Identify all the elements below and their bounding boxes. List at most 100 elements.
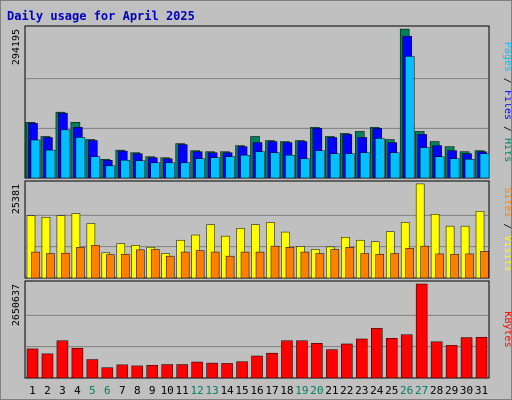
bar-visits-day-3: [56, 215, 66, 279]
x-tick-day-2: 2: [44, 384, 51, 397]
bar-pages-day-12: [195, 158, 205, 179]
bar-pages-day-23: [360, 152, 370, 179]
bar-pages-day-21: [330, 153, 340, 179]
bar-visits-day-27: [415, 183, 425, 279]
bar-sites-day-8: [136, 249, 145, 279]
bar-kbytes-day-3: [56, 340, 69, 379]
bar-sites-day-29: [450, 254, 459, 279]
x-tick-day-20: 20: [310, 384, 323, 397]
bar-pages-day-24: [375, 138, 385, 179]
bar-sites-day-28: [435, 253, 444, 279]
bar-sites-day-12: [195, 250, 205, 279]
bar-kbytes-day-10: [161, 364, 173, 379]
x-tick-day-26: 26: [400, 384, 413, 397]
bar-visits-day-4: [71, 213, 81, 279]
bar-pages-day-13: [210, 157, 220, 179]
x-tick-day-15: 15: [235, 384, 248, 397]
bar-visits-day-13: [206, 224, 215, 279]
bar-pages-day-30: [464, 159, 475, 179]
legend-hits: Pages / Files / Hits: [502, 42, 511, 162]
legend-files: Files: [502, 90, 511, 120]
bar-kbytes-day-6: [101, 367, 114, 379]
legend-sites: Sites: [502, 187, 511, 217]
bar-kbytes-day-22: [341, 343, 353, 379]
bar-pages-day-18: [285, 154, 295, 179]
x-tick-day-30: 30: [460, 384, 473, 397]
bar-kbytes-day-16: [251, 355, 263, 379]
bar-kbytes-day-7: [116, 364, 129, 379]
bar-kbytes-day-21: [326, 349, 338, 379]
y-axis-max-visits: 25381: [11, 184, 22, 214]
bar-sites-day-13: [210, 251, 220, 279]
bar-sites-day-18: [285, 247, 295, 279]
bar-sites-day-19: [300, 251, 310, 279]
bar-pages-day-31: [479, 153, 490, 179]
bar-kbytes-day-1: [26, 348, 39, 379]
bar-sites-day-24: [375, 254, 385, 279]
legend-visits: Visits: [502, 236, 511, 272]
x-tick-day-14: 14: [220, 384, 234, 397]
bar-pages-day-4: [75, 137, 86, 179]
bar-sites-day-22: [345, 247, 355, 279]
bar-pages-day-3: [60, 129, 71, 179]
bar-kbytes-day-15: [236, 361, 248, 379]
x-tick-day-21: 21: [325, 384, 338, 397]
bar-visits-day-29: [445, 225, 455, 279]
y-axis-max-kbytes: 2650637: [11, 284, 22, 326]
bar-kbytes-day-9: [146, 364, 158, 379]
legend-separator: /: [502, 72, 511, 90]
x-tick-day-8: 8: [134, 384, 141, 397]
bar-sites-day-26: [405, 248, 414, 279]
bar-sites-day-21: [330, 249, 340, 279]
bar-kbytes-day-28: [430, 341, 443, 379]
x-tick-day-6: 6: [104, 384, 111, 397]
x-tick-day-7: 7: [119, 384, 126, 397]
bar-pages-day-28: [434, 156, 445, 179]
legend-hits: Hits: [502, 138, 511, 162]
chart-title: Daily usage for April 2025: [7, 9, 195, 23]
bar-kbytes-day-26: [400, 334, 413, 379]
legend-visits: Sites / Visits: [502, 187, 511, 271]
y-axis-max-hits: 294195: [11, 29, 22, 65]
bar-visits-day-16: [251, 224, 260, 279]
legend-separator: /: [502, 217, 511, 235]
bar-pages-day-10: [165, 162, 175, 179]
bar-pages-day-26: [404, 56, 415, 179]
bar-kbytes-day-2: [41, 353, 54, 379]
bar-pages-day-11: [180, 162, 190, 179]
bar-pages-day-9: [150, 162, 160, 179]
bar-sites-day-5: [91, 245, 100, 279]
bar-kbytes-day-12: [191, 361, 203, 379]
bar-sites-day-7: [121, 254, 130, 279]
x-tick-day-12: 12: [191, 384, 204, 397]
bar-kbytes-day-23: [356, 338, 368, 379]
x-tick-day-1: 1: [29, 384, 36, 397]
x-tick-day-5: 5: [89, 384, 96, 397]
bar-kbytes-day-19: [296, 340, 308, 379]
x-tick-day-31: 31: [475, 384, 488, 397]
legend-kbytes: KBytes: [502, 311, 511, 347]
x-tick-day-16: 16: [250, 384, 263, 397]
bar-pages-day-27: [419, 147, 430, 179]
bar-pages-day-29: [449, 158, 460, 179]
x-tick-day-18: 18: [280, 384, 293, 397]
bar-pages-day-1: [30, 139, 41, 179]
bar-kbytes-day-5: [86, 359, 99, 379]
bar-sites-day-11: [180, 251, 190, 279]
bar-visits-day-31: [475, 211, 485, 279]
legend-pages: Pages: [502, 42, 511, 72]
bar-pages-day-5: [90, 156, 101, 179]
x-tick-day-27: 27: [415, 384, 428, 397]
bar-kbytes-day-17: [266, 352, 278, 379]
bar-pages-day-6: [105, 165, 116, 179]
bar-sites-day-4: [76, 247, 85, 279]
bar-pages-day-14: [225, 156, 235, 179]
x-tick-day-29: 29: [445, 384, 458, 397]
bar-pages-day-7: [120, 160, 131, 179]
bar-visits-day-30: [460, 225, 470, 279]
bar-sites-day-1: [31, 251, 40, 279]
x-tick-day-19: 19: [295, 384, 308, 397]
bar-kbytes-day-25: [385, 338, 398, 379]
